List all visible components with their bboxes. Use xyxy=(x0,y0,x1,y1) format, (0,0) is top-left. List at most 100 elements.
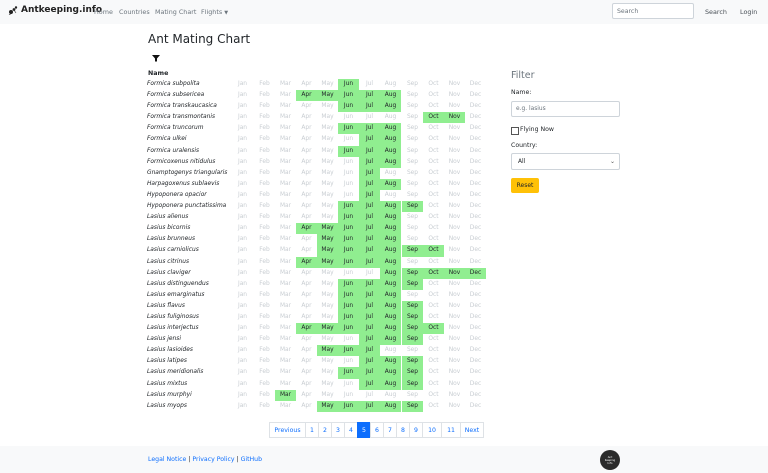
species-name[interactable]: Lasius citrinus xyxy=(147,258,190,265)
reset-button[interactable]: Reset xyxy=(511,178,539,193)
brand[interactable]: Antkeeping.info xyxy=(8,5,102,15)
pagination-page[interactable]: 2 xyxy=(318,422,332,438)
month-cell: Jan xyxy=(237,402,248,409)
month-cell: Jan xyxy=(237,125,248,132)
pagination-page[interactable]: 7 xyxy=(383,422,397,438)
month-cell: Dec xyxy=(469,358,482,365)
species-name[interactable]: Lasius lasioides xyxy=(147,347,193,354)
month-cell-active: Jun xyxy=(338,367,359,379)
pagination-page[interactable]: 6 xyxy=(370,422,384,438)
month-cell: Jan xyxy=(237,214,248,221)
month-cell: Nov xyxy=(448,247,461,254)
month-cell: Oct xyxy=(428,158,439,165)
month-cell: Nov xyxy=(448,302,461,309)
month-cell-active: Jun xyxy=(338,245,359,257)
month-cell-active: Aug xyxy=(380,201,401,213)
pagination-page[interactable]: 8 xyxy=(396,422,410,438)
filter-icon[interactable] xyxy=(150,52,162,64)
month-cell: Jan xyxy=(237,92,248,99)
pagination-page[interactable]: 10 xyxy=(422,422,442,438)
month-cell: Nov xyxy=(448,103,461,110)
month-cell-active: Oct xyxy=(423,267,444,279)
login-link[interactable]: Login xyxy=(740,8,758,16)
month-cell: Oct xyxy=(428,258,439,265)
github-link[interactable]: GitHub xyxy=(240,456,263,463)
species-name[interactable]: Formica ulkei xyxy=(147,136,187,143)
month-cell: Jan xyxy=(237,225,248,232)
month-cell: Mar xyxy=(279,103,292,110)
species-name[interactable]: Lasius flavus xyxy=(147,302,185,309)
month-cell: Apr xyxy=(301,158,312,165)
species-name[interactable]: Lasius claviger xyxy=(147,269,191,276)
month-cell: Sep xyxy=(406,391,419,398)
pagination-next[interactable]: Next xyxy=(460,422,484,438)
species-name[interactable]: Lasius brunneus xyxy=(147,236,196,243)
month-cell-active: Sep xyxy=(402,400,423,412)
nav-home[interactable]: Home xyxy=(94,8,113,16)
month-cell-active: Aug xyxy=(380,234,401,246)
nav-countries[interactable]: Countries xyxy=(119,8,150,16)
pagination-page[interactable]: 3 xyxy=(331,422,345,438)
species-name[interactable]: Lasius fuliginosus xyxy=(147,313,199,320)
nav-flights[interactable]: Flights ▼ xyxy=(201,8,228,16)
month-cell: Oct xyxy=(428,302,439,309)
species-name[interactable]: Formica subpolita xyxy=(147,81,200,87)
month-cell-active: Jul xyxy=(359,90,380,102)
legal-notice-link[interactable]: Legal Notice xyxy=(148,456,187,463)
month-cell: Nov xyxy=(448,225,461,232)
species-name[interactable]: Lasius latipes xyxy=(147,358,187,365)
nav-mating-chart[interactable]: Mating Chart xyxy=(155,8,197,16)
month-cell: Sep xyxy=(406,125,419,132)
species-name[interactable]: Hypoponera punctatissima xyxy=(147,203,227,210)
species-name[interactable]: Lasius interjectus xyxy=(147,325,199,332)
month-cell: May xyxy=(321,136,334,143)
pagination-page[interactable]: 11 xyxy=(441,422,461,438)
species-name[interactable]: Formica truncorum xyxy=(147,125,204,132)
pagination-page[interactable]: 5 xyxy=(357,422,371,438)
country-select[interactable]: All ⌄ xyxy=(511,153,620,170)
search-input[interactable]: Search xyxy=(612,3,694,19)
pagination-previous[interactable]: Previous xyxy=(269,422,306,438)
species-name[interactable]: Formica transkaucasica xyxy=(147,103,217,110)
species-name[interactable]: Lasius murphyi xyxy=(147,391,192,398)
flying-now-checkbox[interactable] xyxy=(511,127,519,135)
month-cell: Feb xyxy=(259,247,270,254)
month-cell: Feb xyxy=(259,203,270,210)
month-cell: Mar xyxy=(279,136,292,143)
month-cell: Feb xyxy=(259,269,270,276)
species-name[interactable]: Lasius alienus xyxy=(147,214,189,221)
pagination-page[interactable]: 4 xyxy=(344,422,358,438)
month-cell: Jun xyxy=(343,269,354,276)
species-name[interactable]: Formicoxenus nitidulus xyxy=(147,158,216,165)
species-name[interactable]: Formica uralensis xyxy=(147,147,200,154)
species-name[interactable]: Lasius jensi xyxy=(147,336,181,343)
species-name[interactable]: Lasius myops xyxy=(147,402,187,409)
search-button[interactable]: Search xyxy=(705,8,727,16)
month-cell: Apr xyxy=(301,125,312,132)
species-name[interactable]: Formica subsericea xyxy=(147,92,205,99)
species-name[interactable]: Gnamptogenys triangularis xyxy=(147,169,228,176)
month-cell: May xyxy=(321,269,334,276)
species-name[interactable]: Formica transmontanis xyxy=(147,114,216,121)
species-name[interactable]: Lasius meridionalis xyxy=(147,369,204,376)
species-name[interactable]: Lasius mixtus xyxy=(147,380,188,387)
pagination-page[interactable]: 9 xyxy=(409,422,423,438)
month-cell: May xyxy=(321,336,334,343)
species-name[interactable]: Lasius bicornis xyxy=(147,225,191,232)
pagination-page[interactable]: 1 xyxy=(305,422,319,438)
month-cell-active: May xyxy=(317,234,338,246)
privacy-policy-link[interactable]: Privacy Policy xyxy=(192,456,235,463)
month-cell: Aug xyxy=(384,114,397,121)
species-name[interactable]: Hypoponera opacior xyxy=(147,191,207,198)
month-cell-active: Oct xyxy=(423,323,444,335)
species-name[interactable]: Lasius carniolicus xyxy=(147,247,199,254)
month-cell-active: Aug xyxy=(380,123,401,135)
name-filter-input[interactable]: e.g. lasius xyxy=(511,101,620,117)
species-name[interactable]: Lasius distinguendus xyxy=(147,280,209,287)
species-name[interactable]: Harpagoxenus sublaevis xyxy=(147,180,220,187)
month-cell-active: Aug xyxy=(380,156,401,168)
month-cell-active: Jun xyxy=(338,145,359,157)
month-cell: Jun xyxy=(343,169,354,176)
month-cell: Jan xyxy=(237,81,248,87)
species-name[interactable]: Lasius emarginatus xyxy=(147,291,205,298)
